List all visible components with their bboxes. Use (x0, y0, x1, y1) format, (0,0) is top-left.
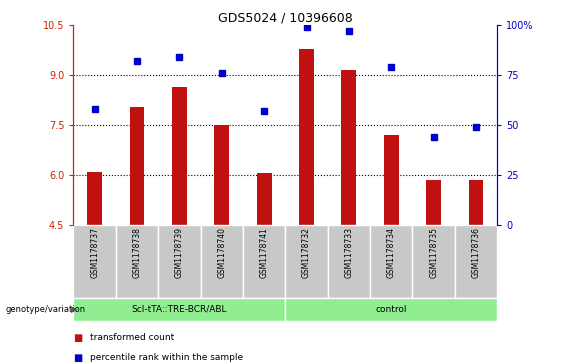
Text: genotype/variation: genotype/variation (6, 305, 86, 314)
Text: GSM1178735: GSM1178735 (429, 227, 438, 278)
Bar (116, 225, 158, 298)
Bar (468, 180, 484, 225)
Bar (370, 225, 412, 298)
Bar (158, 225, 201, 298)
Text: GSM1178739: GSM1178739 (175, 227, 184, 278)
Text: GSM1178736: GSM1178736 (472, 227, 480, 278)
Bar (328, 225, 370, 298)
Text: percentile rank within the sample: percentile rank within the sample (90, 353, 244, 362)
Bar (299, 49, 314, 225)
Bar (285, 298, 497, 321)
Text: GSM1178738: GSM1178738 (133, 227, 141, 278)
Text: GSM1178741: GSM1178741 (260, 227, 268, 278)
Bar (87, 172, 102, 225)
Bar (73, 225, 116, 298)
Bar (172, 87, 187, 225)
Bar (129, 107, 145, 225)
Title: GDS5024 / 10396608: GDS5024 / 10396608 (218, 11, 353, 24)
Text: GSM1178733: GSM1178733 (345, 227, 353, 278)
Bar (455, 225, 497, 298)
Bar (73, 298, 285, 321)
Bar (384, 135, 399, 225)
Text: ■: ■ (73, 352, 82, 363)
Bar (285, 225, 328, 298)
Bar (243, 225, 285, 298)
Text: GSM1178734: GSM1178734 (387, 227, 396, 278)
Bar (341, 70, 357, 225)
Text: ■: ■ (73, 333, 82, 343)
Bar (426, 180, 441, 225)
Text: ScI-tTA::TRE-BCR/ABL: ScI-tTA::TRE-BCR/ABL (132, 305, 227, 314)
Text: GSM1178737: GSM1178737 (90, 227, 99, 278)
Text: GSM1178740: GSM1178740 (218, 227, 226, 278)
Bar (201, 225, 243, 298)
Bar (214, 125, 229, 225)
Text: ▶: ▶ (71, 305, 77, 314)
Bar (412, 225, 455, 298)
Text: transformed count: transformed count (90, 333, 175, 342)
Text: control: control (376, 305, 407, 314)
Text: GSM1178732: GSM1178732 (302, 227, 311, 278)
Bar (257, 174, 272, 225)
